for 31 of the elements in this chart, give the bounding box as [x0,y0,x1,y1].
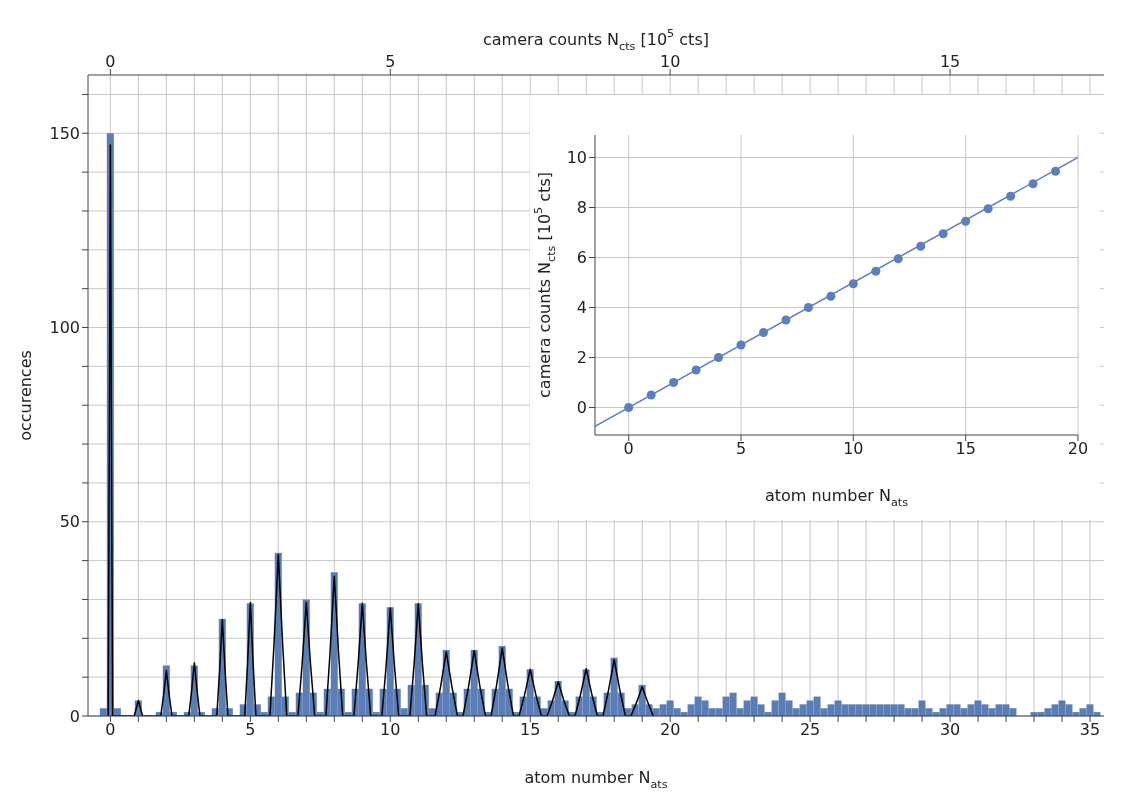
x-tick-label: 15 [955,439,976,459]
x-tick-label: 10 [380,720,401,740]
x-tick-label: 25 [799,720,821,740]
x-tick-label: 20 [1067,439,1089,459]
y-tick-label: 0 [69,706,80,726]
x2-axis-title: camera counts N$_{cts}$ [10$^{5}$ cts] [483,26,709,53]
y-tick-label: 50 [59,512,80,532]
x-tick-label: 0 [105,720,116,740]
y-tick-label: 10 [566,148,587,168]
x-tick-label: 35 [1079,720,1101,740]
x2-tick-label: 0 [105,52,116,71]
y-tick-label: 4 [576,298,587,318]
x-tick-label: 0 [623,439,634,459]
x-tick-label: 15 [520,720,541,740]
x-tick-label: 5 [245,720,256,740]
y-tick-label: 0 [576,398,587,418]
y-tick-label: 2 [576,348,587,368]
x-tick-label: 10 [843,439,864,459]
x2-tick-label: 10 [659,52,681,71]
x2-tick-label: 15 [939,52,961,71]
x-tick-label: 20 [659,720,681,740]
x-axis-title: atom number N$_{ats}$ [764,485,909,509]
x2-tick-label: 5 [385,52,396,71]
x-tick-label: 30 [939,720,961,740]
x-axis-title: atom number N$_{ats}$ [524,767,668,791]
y-tick-label: 100 [49,318,80,338]
x-tick-label: 5 [735,439,747,459]
y-tick-label: 150 [49,123,80,143]
y-axis-title: occurences [15,350,35,441]
y-tick-label: 6 [576,248,587,268]
y-tick-label: 8 [576,198,587,218]
